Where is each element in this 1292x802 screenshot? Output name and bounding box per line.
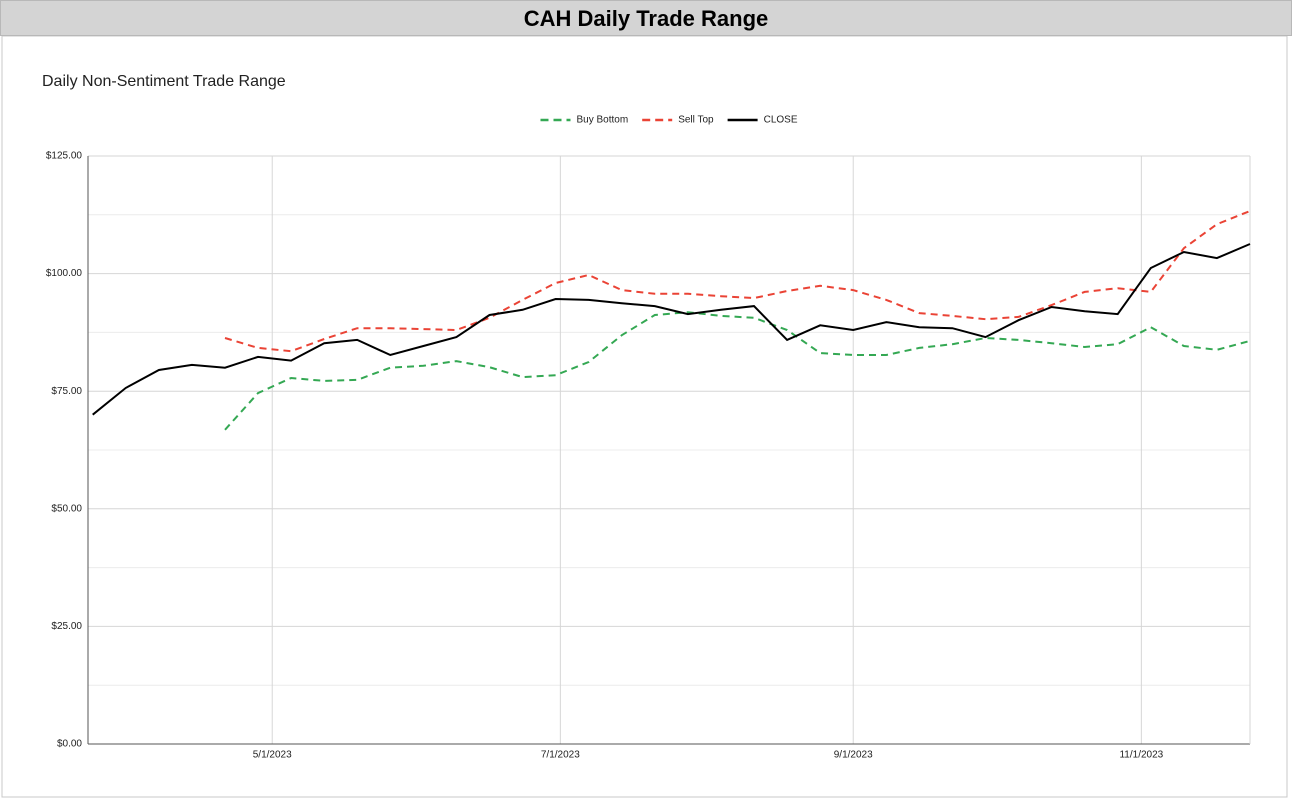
chart-frame <box>1 36 1288 798</box>
legend-label: Buy Bottom <box>576 115 628 126</box>
header-title: CAH Daily Trade Range <box>523 6 769 31</box>
y-tick-label: $50.00 <box>51 503 82 514</box>
header: CAH Daily Trade Range <box>0 0 1292 36</box>
y-tick-label: $75.00 <box>51 386 82 397</box>
series-line <box>92 243 1251 416</box>
x-tick-label: 11/1/2023 <box>1119 750 1163 761</box>
y-tick-label: $125.00 <box>46 151 83 162</box>
legend-label: Sell Top <box>678 115 714 126</box>
x-tick-label: 5/1/2023 <box>253 750 292 761</box>
x-tick-label: 9/1/2023 <box>834 750 873 761</box>
chart-title: Daily Non-Sentiment Trade Range <box>42 73 286 90</box>
x-tick-label: 7/1/2023 <box>541 750 580 761</box>
y-tick-label: $0.00 <box>57 739 82 750</box>
series-line <box>224 311 1251 431</box>
legend-label: CLOSE <box>764 115 798 126</box>
y-tick-label: $100.00 <box>46 268 83 279</box>
chart: Daily Non-Sentiment Trade Range $0.00 $25… <box>1 36 1288 798</box>
y-tick-label: $25.00 <box>51 621 82 632</box>
series-line <box>224 210 1251 353</box>
